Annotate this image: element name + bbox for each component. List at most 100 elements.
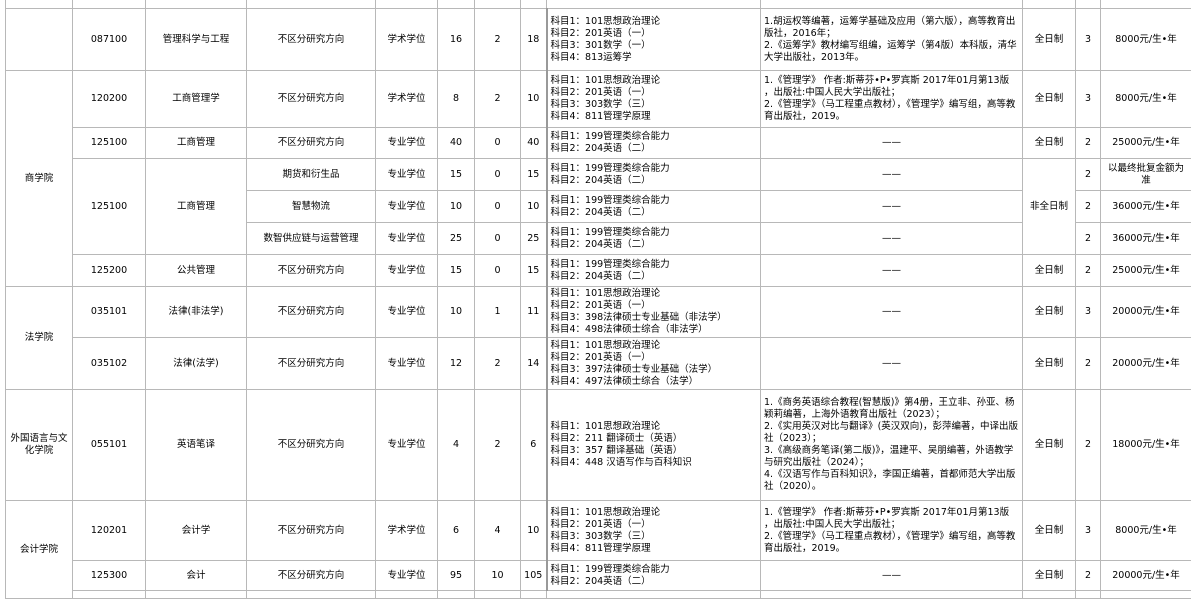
quota-exempt: 2 — [475, 71, 521, 128]
study-mode: 全日制 — [1023, 390, 1076, 501]
quota-general: 95 — [438, 561, 475, 591]
cell — [376, 591, 438, 599]
school-cell — [6, 9, 73, 71]
tuition-fee: 36000元/生•年 — [1101, 223, 1191, 255]
quota-exempt: 2 — [475, 390, 521, 501]
study-mode: 全日制 — [1023, 255, 1076, 287]
table-row-partial — [6, 591, 1191, 599]
study-years: 3 — [1076, 71, 1101, 128]
study-mode: 全日制 — [1023, 287, 1076, 338]
quota-exempt: 4 — [475, 501, 521, 561]
research-direction: 不区分研究方向 — [247, 71, 376, 128]
cell — [1076, 591, 1101, 599]
cell — [73, 0, 146, 9]
exam-subjects: 科目1：199管理类综合能力 科目2：204英语（二） — [547, 223, 761, 255]
study-years: 3 — [1076, 287, 1101, 338]
research-direction: 不区分研究方向 — [247, 561, 376, 591]
degree-type: 学术学位 — [376, 71, 438, 128]
quota-total: 10 — [521, 191, 547, 223]
research-direction: 不区分研究方向 — [247, 128, 376, 159]
quota-exempt: 0 — [475, 191, 521, 223]
study-years: 2 — [1076, 255, 1101, 287]
research-direction: 不区分研究方向 — [247, 287, 376, 338]
study-mode: 全日制 — [1023, 71, 1076, 128]
quota-exempt: 1 — [475, 287, 521, 338]
degree-type: 专业学位 — [376, 561, 438, 591]
cell — [761, 0, 1023, 9]
study-years: 3 — [1076, 9, 1101, 71]
reference-books: —— — [761, 338, 1023, 390]
quota-general: 12 — [438, 338, 475, 390]
cell — [146, 0, 247, 9]
tuition-fee: 36000元/生•年 — [1101, 191, 1191, 223]
tuition-fee: 18000元/生•年 — [1101, 390, 1191, 501]
research-direction: 不区分研究方向 — [247, 390, 376, 501]
quota-exempt: 2 — [475, 338, 521, 390]
quota-exempt: 0 — [475, 159, 521, 191]
cell — [547, 591, 761, 599]
degree-type: 专业学位 — [376, 390, 438, 501]
school-cell: 法学院 — [6, 287, 73, 390]
degree-type: 专业学位 — [376, 191, 438, 223]
table-row-partial — [6, 0, 1191, 9]
quota-general: 10 — [438, 287, 475, 338]
quota-total: 11 — [521, 287, 547, 338]
quota-total: 15 — [521, 255, 547, 287]
program-name: 工商管理 — [146, 159, 247, 255]
study-years: 2 — [1076, 159, 1101, 191]
program-code: 055101 — [73, 390, 146, 501]
degree-type: 专业学位 — [376, 287, 438, 338]
cell — [6, 0, 73, 9]
quota-general: 16 — [438, 9, 475, 71]
study-mode: 全日制 — [1023, 561, 1076, 591]
program-code: 125100 — [73, 128, 146, 159]
program-code: 087100 — [73, 9, 146, 71]
program-name: 英语笔译 — [146, 390, 247, 501]
degree-type: 专业学位 — [376, 159, 438, 191]
program-code: 125100 — [73, 159, 146, 255]
quota-total: 6 — [521, 390, 547, 501]
tuition-fee: 20000元/生•年 — [1101, 561, 1191, 591]
reference-books: —— — [761, 255, 1023, 287]
cell — [1023, 0, 1076, 9]
quota-general: 15 — [438, 255, 475, 287]
cell — [475, 0, 521, 9]
quota-general: 10 — [438, 191, 475, 223]
exam-subjects: 科目1：199管理类综合能力 科目2：204英语（二） — [547, 128, 761, 159]
cell — [146, 591, 247, 599]
reference-books: —— — [761, 287, 1023, 338]
cell — [761, 591, 1023, 599]
cell — [521, 591, 547, 599]
research-direction: 数智供应链与运营管理 — [247, 223, 376, 255]
cell — [1023, 591, 1076, 599]
study-mode: 全日制 — [1023, 9, 1076, 71]
research-direction: 不区分研究方向 — [247, 338, 376, 390]
degree-type: 学术学位 — [376, 501, 438, 561]
cell — [1101, 591, 1191, 599]
quota-general: 15 — [438, 159, 475, 191]
program-code: 125300 — [73, 561, 146, 591]
research-direction: 不区分研究方向 — [247, 255, 376, 287]
program-name: 公共管理 — [146, 255, 247, 287]
quota-exempt: 0 — [475, 255, 521, 287]
quota-general: 25 — [438, 223, 475, 255]
cell — [1101, 0, 1191, 9]
program-code: 035102 — [73, 338, 146, 390]
cell — [376, 0, 438, 9]
exam-subjects: 科目1：101思想政治理论 科目2：201英语（一） 科目3：301数学（一） … — [547, 9, 761, 71]
program-name: 工商管理 — [146, 128, 247, 159]
study-years: 2 — [1076, 128, 1101, 159]
study-years: 3 — [1076, 501, 1101, 561]
study-mode: 全日制 — [1023, 128, 1076, 159]
exam-subjects: 科目1：101思想政治理论 科目2：201英语（一） 科目3：303数学（三） … — [547, 501, 761, 561]
program-code: 125200 — [73, 255, 146, 287]
study-years: 2 — [1076, 390, 1101, 501]
exam-subjects: 科目1：101思想政治理论 科目2：201英语（一） 科目3：303数学（三） … — [547, 71, 761, 128]
reference-books: 1.《管理学》 作者:斯蒂芬•P•罗宾斯 2017年01月第13版 ，出版社:中… — [761, 501, 1023, 561]
